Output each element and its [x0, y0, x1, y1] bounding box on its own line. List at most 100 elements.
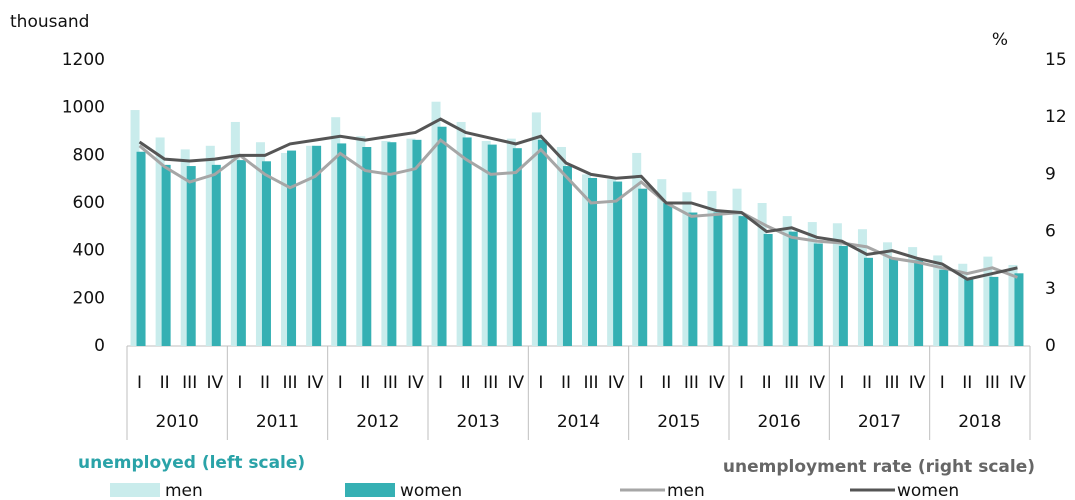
x-tick-label: III	[684, 373, 699, 393]
bar	[437, 126, 447, 346]
y-tick-label: 0	[94, 336, 105, 356]
bar	[939, 269, 949, 346]
x-tick-label: IV	[708, 373, 725, 393]
y2-tick-label: 0	[1045, 336, 1056, 356]
bar	[688, 212, 698, 346]
x-tick-label: I	[137, 373, 142, 393]
bar	[613, 181, 623, 346]
y2-tick-label: 6	[1045, 222, 1056, 242]
bar	[356, 136, 366, 346]
x-tick-label: I	[438, 373, 443, 393]
x-tick-label: II	[260, 373, 270, 393]
bar	[682, 192, 692, 346]
bar	[582, 174, 592, 346]
bar	[607, 179, 617, 346]
bar	[180, 149, 190, 346]
bar	[958, 263, 968, 346]
bar	[838, 245, 848, 346]
x-tick-label: IV	[1009, 373, 1026, 393]
bar	[632, 152, 642, 346]
group-label: 2012	[356, 412, 399, 432]
bar	[431, 101, 441, 346]
x-tick-label: II	[962, 373, 972, 393]
bar	[788, 231, 798, 346]
x-tick-label: IV	[507, 373, 524, 393]
bar	[933, 255, 943, 346]
legend-title: unemployed (left scale)	[78, 453, 305, 473]
bar	[663, 203, 673, 346]
x-tick-label: II	[461, 373, 471, 393]
group-label: 2013	[457, 412, 500, 432]
x-tick-label: I	[639, 373, 644, 393]
bar	[638, 188, 648, 346]
bar	[562, 166, 572, 346]
bar	[807, 222, 817, 346]
x-tick-label: III	[383, 373, 398, 393]
bar	[136, 151, 146, 346]
bar	[857, 229, 867, 346]
x-tick-label: III	[182, 373, 197, 393]
bar	[331, 117, 341, 346]
y2-tick-label: 12	[1045, 107, 1067, 127]
legend-label: women	[897, 481, 959, 500]
bar	[462, 137, 472, 346]
bar	[983, 256, 993, 346]
bar	[506, 138, 516, 346]
bar	[813, 243, 823, 346]
legend-swatch	[110, 483, 160, 497]
legend-swatch	[345, 483, 395, 497]
bar	[211, 164, 221, 346]
bar	[236, 160, 246, 346]
bar	[556, 146, 566, 346]
x-tick-label: III	[885, 373, 900, 393]
legend-label: women	[400, 481, 462, 500]
x-tick-label: IV	[407, 373, 424, 393]
x-tick-label: I	[739, 373, 744, 393]
group-label: 2018	[958, 412, 1001, 432]
x-tick-label: III	[784, 373, 799, 393]
bar	[387, 142, 397, 346]
bar	[964, 279, 974, 346]
x-tick-label: III	[483, 373, 498, 393]
bar	[757, 203, 767, 346]
bar	[908, 247, 918, 346]
group-label: 2016	[758, 412, 801, 432]
bar	[255, 142, 265, 346]
bar	[362, 146, 372, 346]
bar	[863, 257, 873, 346]
legend-label: men	[667, 481, 705, 500]
bar	[155, 137, 165, 346]
y-tick-label: 400	[73, 241, 105, 261]
bar	[732, 188, 742, 346]
legend-title: unemployment rate (right scale)	[723, 457, 1035, 477]
y2-tick-label: 9	[1045, 164, 1056, 184]
bar	[889, 257, 899, 346]
group-label: 2011	[256, 412, 299, 432]
bar	[588, 177, 598, 346]
x-tick-label: II	[561, 373, 571, 393]
bar	[883, 242, 893, 346]
bar	[487, 144, 497, 346]
bar	[205, 145, 215, 346]
bar	[707, 191, 717, 346]
x-tick-label: II	[360, 373, 370, 393]
y2-tick-label: 3	[1045, 279, 1056, 299]
bar	[537, 139, 547, 346]
line	[138, 117, 1018, 281]
bar	[230, 121, 240, 346]
bar	[306, 145, 316, 346]
x-tick-label: III	[584, 373, 599, 393]
bar	[312, 145, 322, 346]
bar	[287, 150, 297, 346]
x-tick-label: IV	[808, 373, 825, 393]
bar	[738, 216, 748, 346]
group-label: 2015	[657, 412, 700, 432]
x-tick-label: II	[862, 373, 872, 393]
y-tick-label: 600	[73, 193, 105, 213]
bar	[412, 139, 422, 346]
y-tick-label: 1200	[62, 50, 105, 70]
group-label: 2014	[557, 412, 600, 432]
bar	[261, 161, 271, 346]
